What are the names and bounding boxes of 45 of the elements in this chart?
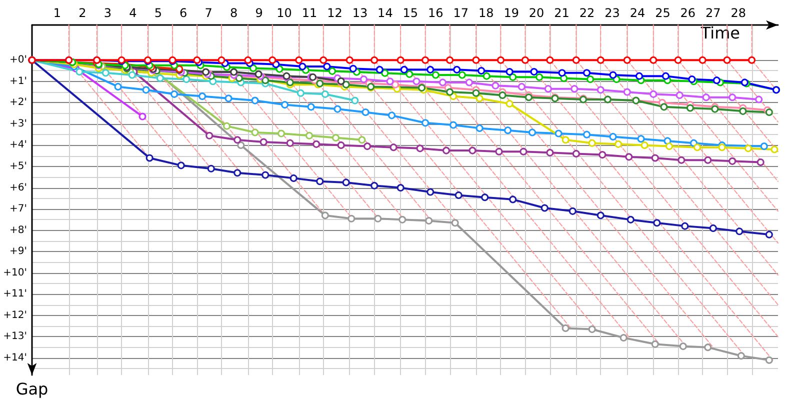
- x-tick-label: 18: [478, 6, 494, 20]
- x-tick-label: 15: [402, 6, 418, 20]
- x-tick-label: 21: [554, 6, 570, 20]
- x-tick-label: 1: [53, 6, 62, 20]
- y-tick-label: +11': [3, 288, 27, 300]
- y-tick-label: +2': [10, 97, 27, 108]
- x-tick-label: 2: [78, 6, 86, 20]
- y-tick-label: +12': [3, 310, 27, 321]
- x-tick-label: 28: [730, 6, 746, 20]
- x-tick-label: 27: [706, 6, 721, 20]
- x-tick-label: 9: [255, 6, 263, 20]
- y-tick-label: +0': [10, 54, 27, 66]
- x-tick-label: 3: [104, 6, 112, 20]
- y-tick-label: +9': [10, 246, 27, 258]
- y-tick-label: +7': [10, 204, 27, 215]
- x-tick-label: 23: [604, 6, 620, 20]
- x-tick-label: 17: [453, 6, 469, 20]
- x-tick-label: 19: [504, 6, 519, 20]
- x-tick-label: 6: [180, 6, 188, 20]
- x-tick-label: 4: [129, 6, 137, 20]
- x-tick-label: 8: [230, 6, 238, 20]
- y-tick-label: +10': [3, 267, 27, 278]
- y-tick-label: +8': [10, 224, 27, 236]
- x-tick-label: 26: [680, 6, 696, 20]
- y-axis-title: Gap: [16, 380, 48, 398]
- x-tick-label: 14: [378, 6, 393, 20]
- y-tick-label: +6': [10, 182, 27, 194]
- x-tick-label: 12: [327, 6, 342, 20]
- x-axis-title: Time: [700, 24, 740, 42]
- x-tick-label: 11: [302, 6, 318, 20]
- y-tick-label: +3': [10, 118, 27, 130]
- x-tick-label: 16: [428, 6, 444, 20]
- x-tick-label: 22: [579, 6, 595, 20]
- y-tick-label: +13': [3, 331, 27, 342]
- y-tick-label: +1': [10, 76, 27, 87]
- x-tick-label: 13: [352, 6, 368, 20]
- x-tick-label: 25: [655, 6, 670, 20]
- x-tick-label: 5: [154, 6, 162, 20]
- y-tick-label: +14': [3, 352, 27, 364]
- y-tick-label: +4': [10, 140, 27, 151]
- x-tick-label: 7: [204, 6, 212, 20]
- x-tick-label: 20: [528, 6, 544, 20]
- x-tick-label: 24: [630, 6, 646, 20]
- x-tick-label: 10: [276, 6, 292, 20]
- y-tick-label: +5': [10, 160, 27, 172]
